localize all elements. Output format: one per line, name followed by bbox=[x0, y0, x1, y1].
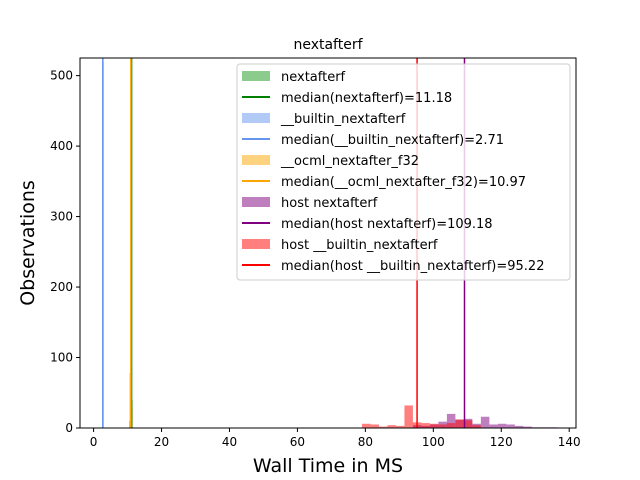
legend-swatch-4 bbox=[242, 155, 270, 165]
legend-label-8: host __builtin_nextafterf bbox=[281, 238, 438, 253]
x-tick-label-7: 140 bbox=[558, 435, 581, 449]
bar-8-9 bbox=[438, 424, 447, 428]
bar-8-1 bbox=[370, 424, 379, 428]
legend-label-1: median(nextafterf)=11.18 bbox=[281, 91, 452, 106]
chart-title: nextafterf bbox=[293, 37, 363, 53]
x-axis: 0 20 40 60 80 100 120 140 bbox=[90, 428, 581, 449]
bar-8-3 bbox=[387, 425, 396, 428]
bar-6-11 bbox=[506, 424, 515, 428]
legend-swatch-8 bbox=[242, 239, 270, 249]
legend-label-7: median(host nextafterf)=109.18 bbox=[281, 217, 493, 232]
y-tick-label-3: 300 bbox=[50, 210, 73, 224]
y-tick-label-5: 500 bbox=[50, 69, 73, 83]
legend-label-4: __ocml_nextafter_f32 bbox=[280, 154, 419, 169]
bar-8-4 bbox=[395, 425, 405, 428]
bar-8-2 bbox=[378, 426, 388, 428]
bar-6-8 bbox=[480, 416, 490, 428]
x-tick-label-5: 100 bbox=[422, 435, 445, 449]
x-tick-label-3: 60 bbox=[290, 435, 305, 449]
bar-6-4 bbox=[446, 413, 456, 428]
legend-label-6: host nextafterf bbox=[281, 196, 378, 211]
legend-label-0: nextafterf bbox=[281, 70, 346, 85]
legend-label-9: median(host __builtin_nextafterf)=95.22 bbox=[281, 259, 544, 274]
bar-8-13 bbox=[472, 425, 481, 428]
x-axis-label: Wall Time in MS bbox=[253, 455, 403, 477]
legend-box bbox=[236, 63, 571, 281]
bar-8-11 bbox=[455, 419, 464, 428]
bar-8-7 bbox=[421, 423, 430, 428]
y-tick-label-0: 0 bbox=[65, 421, 73, 435]
bar-6-12 bbox=[514, 425, 524, 428]
x-tick-label-2: 40 bbox=[222, 435, 237, 449]
bar-6-10 bbox=[497, 423, 507, 428]
plot-frame bbox=[79, 57, 577, 429]
bar-8-10 bbox=[446, 423, 456, 428]
legend: nextafterf median(nextafterf)=11.18 __buil… bbox=[236, 63, 571, 281]
bar-6-13 bbox=[523, 426, 532, 428]
y-tick-label-1: 100 bbox=[50, 351, 73, 365]
x-tick-label-0: 0 bbox=[90, 435, 98, 449]
legend-label-3: median(__builtin_nextafterf)=2.71 bbox=[281, 133, 504, 148]
bar-8-5 bbox=[404, 405, 413, 428]
x-tick-label-4: 80 bbox=[358, 435, 373, 449]
bar-8-12 bbox=[463, 420, 473, 428]
legend-swatch-0 bbox=[242, 71, 270, 81]
y-axis-label: Observations bbox=[17, 180, 39, 306]
y-tick-label-2: 200 bbox=[50, 280, 73, 294]
bar-8-0 bbox=[361, 423, 371, 428]
legend-swatch-2 bbox=[242, 113, 270, 123]
x-tick-label-1: 20 bbox=[154, 435, 169, 449]
y-tick-label-4: 400 bbox=[50, 139, 73, 153]
y-axis: 0 100 200 300 400 500 bbox=[50, 69, 80, 435]
bar-6-9 bbox=[489, 424, 498, 428]
x-tick-label-6: 120 bbox=[490, 435, 513, 449]
legend-swatch-6 bbox=[242, 197, 270, 207]
legend-label-5: median(__ocml_nextafter_f32)=10.97 bbox=[281, 175, 526, 190]
bar-8-8 bbox=[429, 423, 439, 428]
legend-label-2: __builtin_nextafterf bbox=[280, 112, 406, 127]
